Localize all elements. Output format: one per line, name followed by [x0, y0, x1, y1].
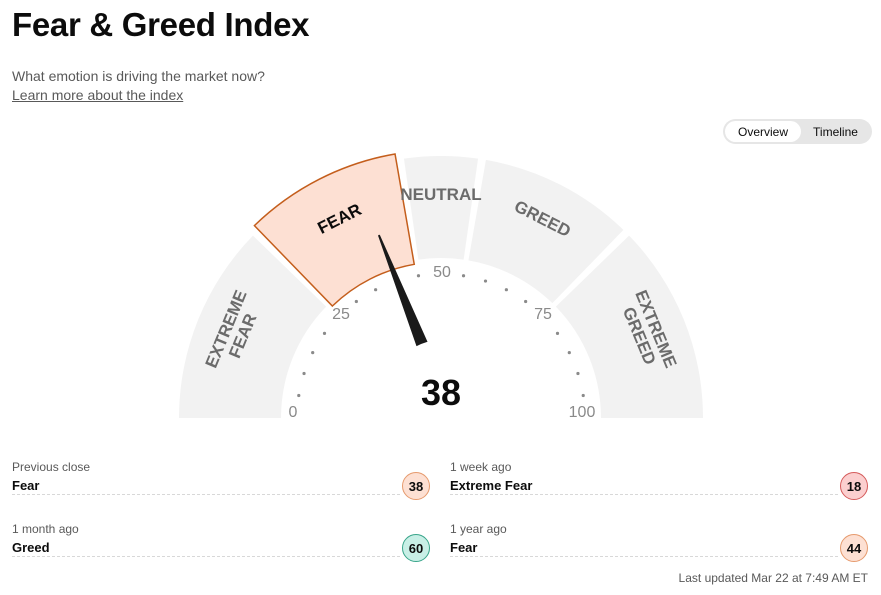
- gauge-tick-label: 0: [289, 404, 298, 421]
- gauge-dot: [461, 274, 466, 278]
- fear-greed-gauge: 0 25 50 75 100 EXTREMEFEARFEARNEUTRALGRE…: [179, 153, 703, 440]
- history-1-month-ago: 1 month ago Greed 60: [12, 522, 430, 574]
- history-label: 1 week ago: [450, 460, 512, 474]
- history-score-badge: 60: [402, 534, 430, 562]
- gauge-segment-extreme-greed: [555, 235, 703, 418]
- gauge-dot: [322, 331, 327, 335]
- history-rating: Fear: [450, 540, 478, 555]
- history-label: Previous close: [12, 460, 91, 474]
- history-previous-close: Previous close Fear 38: [12, 460, 430, 512]
- gauge-hub: [389, 340, 493, 440]
- history-1-week-ago: 1 week ago Extreme Fear 18: [450, 460, 868, 512]
- divider: [12, 494, 400, 495]
- gauge-dot: [311, 351, 315, 355]
- gauge-dot: [555, 331, 560, 335]
- history-label: 1 month ago: [12, 522, 79, 536]
- history-score-badge: 38: [402, 472, 430, 500]
- gauge-segment-extreme-fear: [179, 235, 327, 418]
- gauge-segment-label: NEUTRAL: [400, 185, 481, 204]
- gauge-dot: [576, 371, 580, 376]
- timeline-tab[interactable]: Timeline: [813, 124, 858, 139]
- last-updated: Last updated Mar 22 at 7:49 AM ET: [678, 571, 868, 585]
- history-rating: Greed: [12, 540, 50, 555]
- page-title: Fear & Greed Index: [12, 6, 310, 43]
- history-rating: Extreme Fear: [450, 478, 533, 493]
- gauge-dot: [374, 288, 378, 292]
- gauge-dot: [567, 351, 571, 355]
- gauge-tick-label: 25: [332, 306, 350, 323]
- divider: [12, 556, 400, 557]
- history-1-year-ago: 1 year ago Fear 44: [450, 522, 868, 574]
- gauge-dot: [483, 279, 488, 283]
- learn-more-link[interactable]: Learn more about the index: [12, 87, 184, 103]
- history-score-badge: 44: [840, 534, 868, 562]
- page-subtitle: What emotion is driving the market now?: [12, 68, 265, 84]
- gauge-dot: [524, 299, 528, 304]
- history-label: 1 year ago: [450, 522, 507, 536]
- gauge-dot: [416, 274, 421, 278]
- gauge-dot: [302, 371, 306, 376]
- gauge-dot: [581, 393, 585, 398]
- gauge-segment-neutral: [403, 156, 479, 260]
- history-rating: Fear: [12, 478, 40, 493]
- gauge-segment-greed: [468, 159, 624, 304]
- view-toggle: Overview Timeline: [723, 119, 872, 144]
- history-score-badge: 18: [840, 472, 868, 500]
- gauge-value: 38: [421, 372, 461, 413]
- gauge-tick-label: 75: [534, 306, 552, 323]
- divider: [450, 556, 838, 557]
- overview-tab[interactable]: Overview: [725, 121, 801, 142]
- gauge-tick-label: 100: [569, 404, 596, 421]
- gauge-dot: [297, 393, 301, 398]
- divider: [450, 494, 838, 495]
- gauge-dot: [354, 299, 358, 304]
- gauge-dot: [504, 288, 508, 292]
- gauge-tick-label: 50: [433, 264, 451, 281]
- gauge-segment-fear: [253, 153, 416, 308]
